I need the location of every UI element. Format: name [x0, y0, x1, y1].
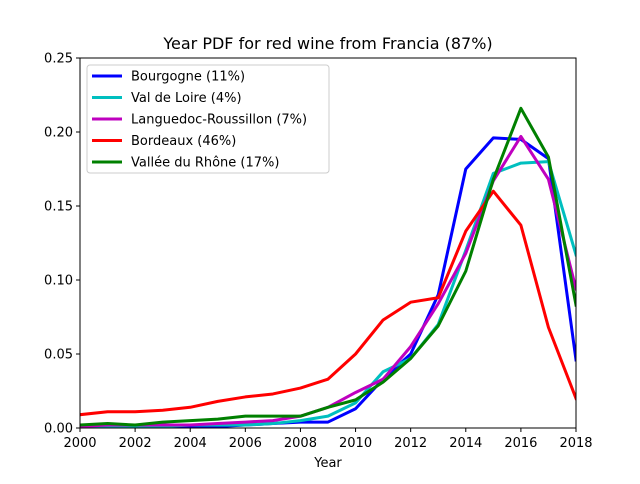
x-tick-label: 2018: [559, 436, 592, 451]
y-tick-label: 0.20: [44, 126, 73, 141]
x-axis: 2000 2002 2004 2006 2008 2010 2012 2014 2016 2018: [63, 428, 593, 451]
x-axis-label: Year: [313, 456, 342, 471]
x-tick-label: 2006: [229, 436, 262, 451]
y-tick-label: 0.25: [44, 52, 73, 67]
chart-title: Year PDF for red wine from Francia (87%): [162, 34, 492, 53]
legend-label: Vallée du Rhône (17%): [131, 156, 279, 171]
x-tick-label: 2008: [284, 436, 317, 451]
x-tick-label: 2004: [174, 436, 207, 451]
x-tick-label: 2012: [394, 436, 427, 451]
y-tick-label: 0.00: [44, 422, 73, 437]
x-tick-label: 2002: [119, 436, 152, 451]
legend-label: Languedoc-Roussillon (7%): [131, 113, 307, 128]
axes-frame: [79, 57, 577, 429]
y-axis: 0.00 0.05 0.10 0.15 0.20 0.25: [44, 52, 80, 437]
y-tick-label: 0.10: [44, 274, 73, 289]
x-tick-label: 2010: [339, 436, 372, 451]
x-tick-label: 2014: [449, 436, 482, 451]
series-line: [80, 189, 576, 417]
x-tick-label: 2000: [63, 436, 96, 451]
series-line: [80, 106, 576, 427]
series-layer: [80, 106, 576, 428]
legend-label: Val de Loire (4%): [131, 91, 242, 106]
legend: Bourgogne (11%) Val de Loire (4%) Languedo…: [86, 64, 330, 174]
legend-label: Bourgogne (11%): [131, 70, 245, 85]
y-tick-label: 0.05: [44, 348, 73, 363]
x-tick-label: 2016: [504, 436, 537, 451]
legend-label: Bordeaux (46%): [131, 134, 236, 149]
y-tick-label: 0.15: [44, 200, 73, 215]
legend-frame: [86, 64, 330, 174]
